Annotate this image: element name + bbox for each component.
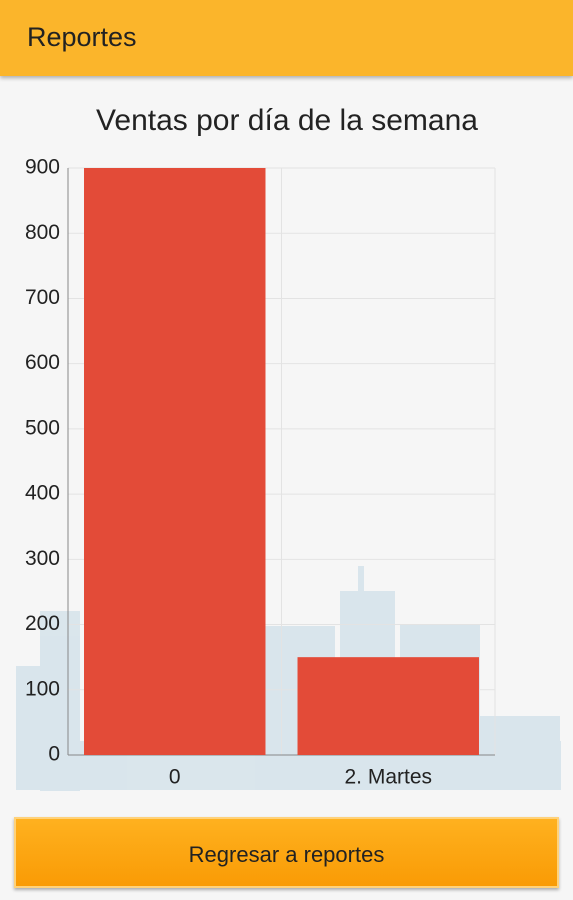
chart-title: Ventas por día de la semana — [96, 104, 478, 137]
back-button[interactable]: Regresar a reportes — [14, 817, 559, 888]
y-tick-label: 100 — [25, 677, 60, 700]
y-tick-label: 200 — [25, 612, 60, 635]
y-tick-label: 700 — [25, 286, 60, 309]
y-tick-label: 0 — [48, 743, 60, 766]
bar — [297, 657, 479, 755]
x-tick-label: 0 — [169, 766, 181, 789]
y-tick-label: 300 — [25, 547, 60, 570]
app-title: Reportes — [27, 22, 137, 52]
button-label: Regresar a reportes — [188, 842, 385, 867]
chart: Ventas por día de la semana 0 100 200 300 40… — [16, 104, 561, 791]
y-tick-label: 900 — [25, 156, 60, 179]
app-bar: Reportes — [0, 0, 573, 76]
y-tick-label: 800 — [25, 221, 60, 244]
y-tick-label: 400 — [25, 482, 60, 505]
y-tick-label: 600 — [25, 351, 60, 374]
y-tick-label: 500 — [25, 416, 60, 439]
bar — [84, 168, 266, 755]
x-tick-label: 2. Martes — [344, 766, 432, 789]
